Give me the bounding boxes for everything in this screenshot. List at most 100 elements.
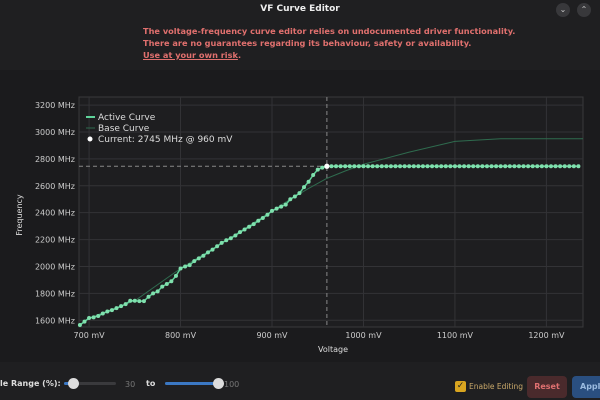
active-curve-point[interactable] — [402, 164, 407, 169]
active-curve-point[interactable] — [516, 164, 521, 169]
active-curve-point[interactable] — [320, 165, 325, 170]
active-curve-point[interactable] — [160, 284, 165, 289]
active-curve-point[interactable] — [512, 164, 517, 169]
active-curve-point[interactable] — [279, 204, 284, 209]
active-curve-point[interactable] — [196, 256, 201, 261]
active-curve-point[interactable] — [105, 309, 110, 314]
active-curve-point[interactable] — [425, 164, 430, 169]
active-curve-point[interactable] — [347, 164, 352, 169]
active-curve-point[interactable] — [343, 164, 348, 169]
active-curve-point[interactable] — [82, 319, 87, 324]
active-curve-point[interactable] — [251, 222, 256, 227]
range-max-slider[interactable] — [165, 378, 224, 389]
active-curve-point[interactable] — [146, 294, 151, 299]
active-curve-point[interactable] — [256, 218, 261, 223]
active-curve-point[interactable] — [475, 164, 480, 169]
active-curve-point[interactable] — [361, 164, 366, 169]
active-curve-point[interactable] — [338, 164, 343, 169]
active-curve-point[interactable] — [420, 164, 425, 169]
active-curve-point[interactable] — [233, 233, 238, 238]
active-curve-point[interactable] — [260, 216, 265, 221]
active-curve-point[interactable] — [329, 164, 334, 169]
active-curve-point[interactable] — [302, 185, 307, 190]
active-curve-point[interactable] — [164, 281, 169, 286]
active-curve-point[interactable] — [384, 164, 389, 169]
active-curve-point[interactable] — [466, 164, 471, 169]
active-curve-point[interactable] — [366, 164, 371, 169]
active-curve-point[interactable] — [247, 224, 252, 229]
active-curve-point[interactable] — [100, 311, 105, 316]
enable-editing-label[interactable]: Enable Editing — [469, 382, 524, 391]
range-min-slider[interactable] — [64, 378, 116, 389]
risk-link[interactable]: Use at your own risk — [143, 50, 238, 60]
active-curve-point[interactable] — [109, 308, 114, 313]
active-curve-point[interactable] — [521, 164, 526, 169]
active-curve-point[interactable] — [288, 197, 293, 202]
active-curve-point[interactable] — [562, 164, 567, 169]
active-curve-point[interactable] — [114, 306, 119, 311]
active-curve-point[interactable] — [352, 164, 357, 169]
active-curve-point[interactable] — [137, 299, 142, 304]
active-curve-point[interactable] — [205, 250, 210, 255]
active-curve-point[interactable] — [507, 164, 512, 169]
active-curve-point[interactable] — [393, 164, 398, 169]
reset-button[interactable]: Reset — [527, 376, 567, 398]
active-curve-point[interactable] — [192, 259, 197, 264]
active-curve-point[interactable] — [539, 164, 544, 169]
active-curve-point[interactable] — [141, 299, 146, 304]
active-curve-point[interactable] — [462, 164, 467, 169]
active-curve-point[interactable] — [526, 164, 531, 169]
active-curve-point[interactable] — [315, 167, 320, 172]
chart-svg[interactable]: 700 mV 800 mV 900 mV 1000 mV 1100 mV 1200 mV 1… — [0, 70, 600, 362]
active-curve-point[interactable] — [434, 164, 439, 169]
active-curve-point[interactable] — [375, 164, 380, 169]
active-curve-point[interactable] — [535, 164, 540, 169]
active-curve-point[interactable] — [91, 315, 96, 320]
active-curve-point[interactable] — [558, 164, 563, 169]
minimize-chevron-down-icon[interactable]: ⌄ — [556, 3, 570, 17]
active-curve-point[interactable] — [292, 194, 297, 199]
active-curve-point[interactable] — [123, 302, 128, 307]
active-curve-point[interactable] — [270, 208, 275, 213]
active-curve-point[interactable] — [311, 173, 316, 178]
active-curve-point[interactable] — [448, 164, 453, 169]
active-curve-point[interactable] — [379, 164, 384, 169]
active-curve-point[interactable] — [96, 313, 101, 318]
active-curve-point[interactable] — [548, 164, 553, 169]
active-curve-point[interactable] — [398, 164, 403, 169]
enable-editing-checkbox[interactable]: ✓ — [455, 381, 466, 392]
active-curve-point[interactable] — [576, 164, 581, 169]
active-curve-point[interactable] — [443, 164, 448, 169]
active-curve-point[interactable] — [370, 164, 375, 169]
active-curve-point[interactable] — [242, 227, 247, 232]
active-curve-point[interactable] — [274, 206, 279, 211]
vf-chart[interactable]: 700 mV 800 mV 900 mV 1000 mV 1100 mV 1200 mV 1… — [0, 70, 600, 362]
active-curve-point[interactable] — [480, 164, 485, 169]
active-curve-point[interactable] — [237, 230, 242, 235]
active-curve-point[interactable] — [183, 264, 188, 269]
active-curve-point[interactable] — [128, 298, 133, 303]
active-curve-point[interactable] — [119, 304, 124, 309]
active-curve-point[interactable] — [416, 164, 421, 169]
active-curve-point[interactable] — [544, 164, 549, 169]
active-curve-point[interactable] — [430, 164, 435, 169]
active-curve-point[interactable] — [498, 164, 503, 169]
active-curve-point[interactable] — [334, 164, 339, 169]
active-curve-point[interactable] — [210, 247, 215, 252]
active-curve-point[interactable] — [567, 164, 572, 169]
active-curve-point[interactable] — [571, 164, 576, 169]
active-curve-point[interactable] — [215, 244, 220, 249]
active-curve-point[interactable] — [228, 236, 233, 241]
active-curve-point[interactable] — [169, 279, 174, 284]
apply-button[interactable]: Apply — [572, 376, 600, 398]
maximize-chevron-up-icon[interactable]: ⌃ — [577, 3, 591, 17]
active-curve-point[interactable] — [503, 164, 508, 169]
active-curve-point[interactable] — [452, 164, 457, 169]
active-curve-point[interactable] — [224, 238, 229, 243]
active-curve-point[interactable] — [283, 202, 288, 207]
active-curve-point[interactable] — [77, 322, 82, 327]
active-curve-point[interactable] — [388, 164, 393, 169]
active-curve-point[interactable] — [457, 164, 462, 169]
active-curve-point[interactable] — [178, 266, 183, 271]
active-curve-point[interactable] — [439, 164, 444, 169]
